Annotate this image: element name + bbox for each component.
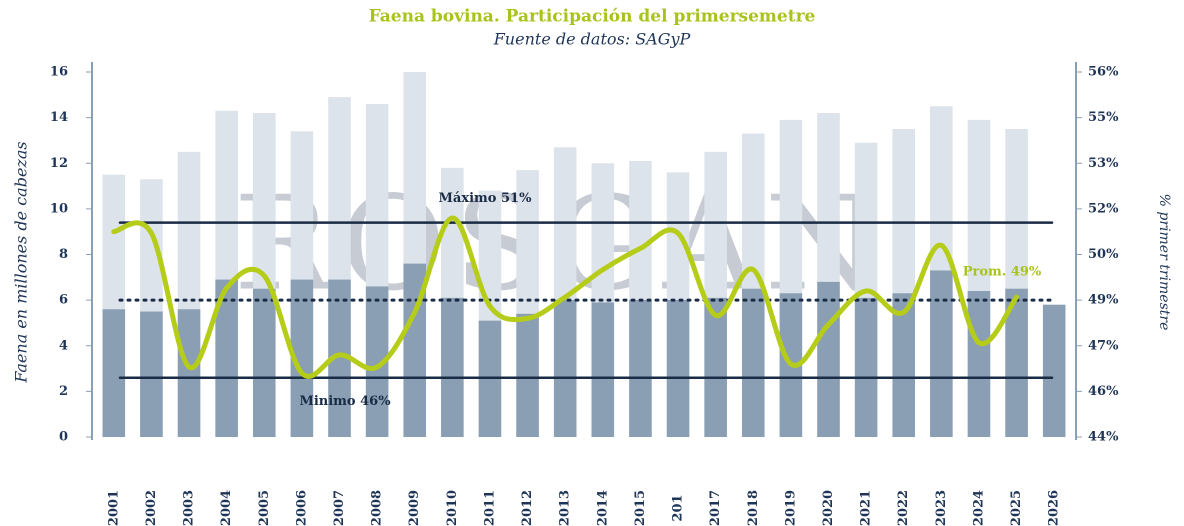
y-tick-label: 2 [59, 384, 68, 399]
x-tick-label: 2009 [407, 490, 422, 526]
x-tick-label: 2003 [182, 490, 197, 526]
x-tick-label: 2018 [746, 490, 761, 526]
x-tick-label: 2023 [934, 490, 949, 526]
y-tick-label: 4 [59, 338, 68, 353]
y2-tick-label: 46% [1088, 384, 1119, 399]
x-tick-label: 2010 [445, 490, 460, 526]
y-tick-label: 10 [50, 201, 68, 216]
x-tick-label: 2017 [708, 490, 723, 526]
x-tick-label: 201 [671, 494, 686, 521]
bar [1043, 305, 1066, 437]
chart: Faena bovina. Participación del primerse… [0, 0, 1184, 526]
y2-tick-label: 56% [1088, 65, 1119, 80]
y2-tick-label: 53% [1088, 156, 1119, 171]
x-tick-label: 2008 [370, 490, 385, 526]
x-tick-label: 2026 [1047, 490, 1062, 526]
bar [516, 314, 539, 437]
x-tick-label: 2019 [783, 490, 798, 526]
x-tick-label: 2014 [595, 490, 610, 526]
y-tick-label: 8 [59, 247, 68, 262]
bar [253, 289, 276, 437]
x-tick-label: 2022 [896, 490, 911, 526]
bar [667, 300, 690, 437]
x-tick-label: 2011 [482, 490, 497, 526]
bar [629, 300, 652, 437]
y-tick-label: 12 [50, 156, 68, 171]
y-axis-label: Faena en millones de cabezas [12, 141, 31, 383]
x-tick-label: 2002 [144, 490, 159, 526]
bar [441, 298, 464, 437]
y2-tick-label: 52% [1088, 201, 1119, 216]
y2-tick-label: 55% [1088, 110, 1119, 125]
y2-axis-label: % primer trimestre [1156, 194, 1172, 331]
x-tick-label: 2005 [257, 490, 272, 526]
bar [742, 289, 765, 437]
bar [140, 312, 163, 437]
reference-label: Máximo 51% [439, 191, 533, 206]
chart-subtitle: Fuente de datos: SAGyP [493, 30, 691, 49]
chart-title: Faena bovina. Participación del primerse… [369, 7, 816, 27]
y2-tick-label: 50% [1088, 247, 1119, 262]
y-tick-label: 6 [59, 293, 68, 308]
x-tick-label: 2021 [859, 490, 874, 526]
bar [968, 291, 991, 437]
bar [178, 309, 201, 437]
x-tick-label: 2024 [971, 490, 986, 526]
y2-tick-label: 47% [1088, 338, 1119, 353]
x-tick-label: 2025 [1009, 490, 1024, 526]
bar [103, 309, 126, 437]
bar [554, 300, 577, 437]
y-tick-label: 0 [59, 430, 68, 445]
x-tick-label: 2004 [219, 490, 234, 526]
y2-tick-label: 44% [1088, 430, 1119, 445]
x-tick-label: 2015 [633, 490, 648, 526]
y-tick-label: 14 [50, 110, 68, 125]
bar [592, 302, 615, 437]
bar [817, 282, 840, 437]
x-tick-label: 2020 [821, 490, 836, 526]
x-tick-label: 2001 [106, 490, 121, 526]
bar [855, 298, 878, 437]
bar [704, 298, 727, 437]
y-tick-label: 16 [50, 65, 68, 80]
x-tick-label: 2013 [558, 490, 573, 526]
reference-label: Minimo 46% [299, 394, 391, 409]
x-tick-label: 2006 [294, 490, 309, 526]
x-tick-label: 2007 [332, 490, 347, 526]
bar [930, 270, 953, 437]
x-tick-label: 2012 [520, 490, 535, 526]
reference-label: Prom. 49% [963, 265, 1042, 280]
y2-tick-label: 49% [1088, 293, 1119, 308]
